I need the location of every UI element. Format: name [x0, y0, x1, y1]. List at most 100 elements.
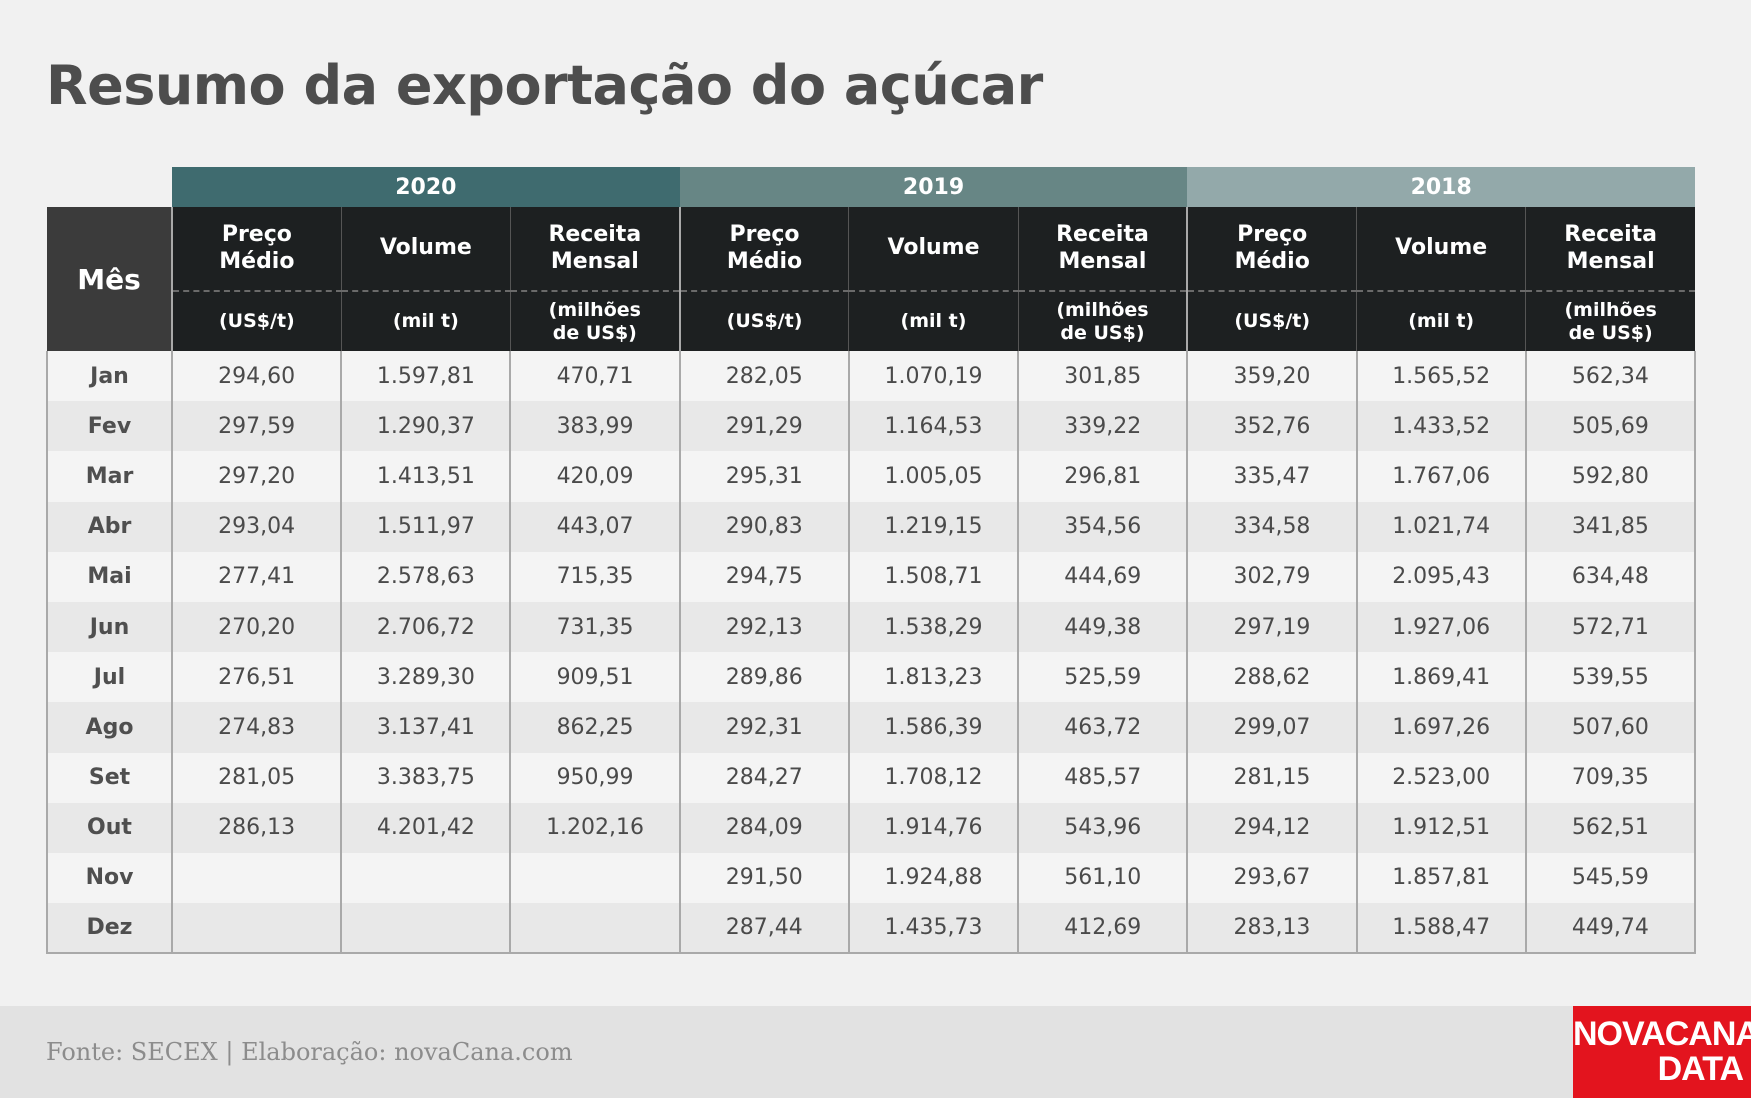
value-cell-2018-receita-mensal: 545,59	[1524, 852, 1697, 904]
value-cell-2018-preco-medio: 294,12	[1186, 802, 1357, 853]
col-unit-preco-medio-2019: (US$/t)	[678, 291, 849, 351]
value-cell-2020-receita-mensal: 443,07	[509, 501, 680, 552]
value-cell-2020-preco-medio: 270,20	[170, 601, 342, 653]
col-unit-line-1: (mil t)	[392, 310, 459, 333]
value-cell-2018-preco-medio: 302,79	[1186, 551, 1357, 602]
col-unit-line-2: de US$)	[552, 321, 637, 344]
col-unit-receita-mensal-2019: (milhões de US$)	[1017, 291, 1188, 351]
value-cell-2019-volume: 1.708,12	[847, 752, 1019, 803]
value-cell-2018-volume: 1.857,81	[1355, 852, 1526, 904]
page-title: Resumo da exportação do açúcar	[46, 54, 1043, 117]
col-header-volume-2019: Volume	[848, 207, 1019, 292]
value-cell-2019-receita-mensal: 543,96	[1017, 802, 1188, 853]
value-cell-2018-volume: 1.433,52	[1355, 401, 1526, 452]
value-cell-2018-preco-medio: 283,13	[1186, 903, 1357, 955]
value-cell-2019-preco-medio: 289,86	[678, 652, 849, 703]
value-cell-2019-receita-mensal: 339,22	[1017, 401, 1188, 452]
value-cell-2019-preco-medio: 292,13	[678, 601, 849, 653]
value-cell-2018-receita-mensal: 505,69	[1524, 401, 1697, 452]
column-unit-row: (US$/t) (mil t) (milhões de US$) (US$/t) (mil…	[47, 291, 1696, 351]
col-unit-line-1: (milhões	[548, 298, 641, 321]
table-row: Ago 274,83 3.137,41 862,25 292,31 1.586,39 463…	[46, 702, 1697, 753]
value-cell-2020-volume: 1.290,37	[340, 401, 511, 452]
month-cell: Jul	[46, 652, 172, 703]
value-cell-2020-volume: 3.289,30	[340, 652, 511, 703]
year-header-row: 2020 2019 2018	[47, 167, 1696, 207]
value-cell-2020-volume: 4.201,42	[340, 802, 511, 853]
table-row: Jul 276,51 3.289,30 909,51 289,86 1.813,23 525…	[46, 652, 1697, 703]
value-cell-2018-receita-mensal: 562,51	[1524, 802, 1697, 853]
value-cell-2019-receita-mensal: 301,85	[1017, 351, 1188, 402]
column-name-row: Mês Preço Médio Volume Receita Mensal Preço Mé…	[47, 207, 1696, 351]
value-cell-2018-volume: 2.523,00	[1355, 752, 1526, 803]
value-cell-2019-receita-mensal: 449,38	[1017, 601, 1188, 653]
value-cell-2018-volume: 1.767,06	[1355, 451, 1526, 502]
value-cell-2019-preco-medio: 295,31	[678, 451, 849, 502]
value-cell-2019-preco-medio: 287,44	[678, 903, 849, 955]
value-cell-2018-receita-mensal: 539,55	[1524, 652, 1697, 703]
table-row: Fev 297,59 1.290,37 383,99 291,29 1.164,53 339…	[46, 401, 1697, 452]
value-cell-2019-volume: 1.508,71	[847, 551, 1019, 602]
col-header-preco-medio-2019: Preço Médio	[678, 207, 849, 292]
value-cell-2018-volume: 1.697,26	[1355, 702, 1526, 753]
value-cell-2018-receita-mensal: 562,34	[1524, 351, 1697, 402]
value-cell-2019-volume: 1.538,29	[847, 601, 1019, 653]
value-cell-2018-preco-medio: 335,47	[1186, 451, 1357, 502]
col-header-receita-mensal-2019: Receita Mensal	[1017, 207, 1188, 292]
footer: Fonte: SECEX | Elaboração: novaCana.com …	[0, 1006, 1751, 1098]
table-body: Jan 294,60 1.597,81 470,71 282,05 1.070,19 301…	[46, 351, 1697, 955]
value-cell-2018-preco-medio: 293,67	[1186, 852, 1357, 904]
value-cell-2018-receita-mensal: 634,48	[1524, 551, 1697, 602]
col-unit-line-1: (milhões	[1056, 298, 1149, 321]
value-cell-2018-preco-medio: 288,62	[1186, 652, 1357, 703]
month-cell: Jan	[46, 351, 172, 402]
value-cell-2018-receita-mensal: 449,74	[1524, 903, 1697, 955]
value-cell-2020-volume: 2.578,63	[340, 551, 511, 602]
table-row: Mar 297,20 1.413,51 420,09 295,31 1.005,05 296…	[46, 451, 1697, 502]
value-cell-2020-receita-mensal: 383,99	[509, 401, 680, 452]
col-header-name-line-1: Receita	[1056, 222, 1149, 248]
col-unit-volume-2018: (mil t)	[1356, 291, 1526, 351]
month-cell: Out	[46, 802, 172, 853]
value-cell-2018-volume: 1.912,51	[1355, 802, 1526, 853]
value-cell-2019-receita-mensal: 296,81	[1017, 451, 1188, 502]
col-header-preco-medio-2018: Preço Médio	[1186, 207, 1357, 292]
value-cell-2018-receita-mensal: 341,85	[1524, 501, 1697, 552]
col-unit-preco-medio-2020: (US$/t)	[170, 291, 342, 351]
source-note: Fonte: SECEX | Elaboração: novaCana.com	[46, 1038, 573, 1066]
col-header-name-line-2: Mensal	[1058, 248, 1147, 274]
value-cell-2019-preco-medio: 282,05	[678, 351, 849, 402]
col-unit-line-1: (milhões	[1564, 298, 1657, 321]
value-cell-2018-receita-mensal: 592,80	[1524, 451, 1697, 502]
value-cell-2020-volume: 1.597,81	[340, 351, 511, 402]
year-header-blank	[47, 167, 172, 207]
value-cell-2020-receita-mensal: 950,99	[509, 752, 680, 803]
value-cell-2019-volume: 1.586,39	[847, 702, 1019, 753]
value-cell-2019-preco-medio: 292,31	[678, 702, 849, 753]
value-cell-2019-preco-medio: 291,50	[678, 852, 849, 904]
col-header-volume-2018: Volume	[1356, 207, 1526, 292]
value-cell-2020-receita-mensal	[509, 852, 680, 904]
value-cell-2018-preco-medio: 352,76	[1186, 401, 1357, 452]
value-cell-2019-volume: 1.813,23	[847, 652, 1019, 703]
logo-line-1: NOVACANA	[1573, 1015, 1751, 1053]
value-cell-2019-receita-mensal: 525,59	[1017, 652, 1188, 703]
col-unit-volume-2019: (mil t)	[848, 291, 1019, 351]
value-cell-2018-volume: 1.565,52	[1355, 351, 1526, 402]
col-unit-line-2: de US$)	[1060, 321, 1145, 344]
table-row: Dez 287,44 1.435,73 412,69 283,13 1.588,47 449…	[46, 903, 1697, 955]
value-cell-2020-preco-medio: 281,05	[170, 752, 342, 803]
month-cell: Mai	[46, 551, 172, 602]
col-header-volume-2020: Volume	[340, 207, 511, 292]
value-cell-2019-receita-mensal: 463,72	[1017, 702, 1188, 753]
year-header-2020: 2020	[172, 167, 680, 207]
value-cell-2020-receita-mensal	[509, 903, 680, 955]
value-cell-2019-volume: 1.005,05	[847, 451, 1019, 502]
value-cell-2019-volume: 1.924,88	[847, 852, 1019, 904]
value-cell-2018-preco-medio: 334,58	[1186, 501, 1357, 552]
col-unit-line-2: de US$)	[1568, 321, 1653, 344]
value-cell-2018-receita-mensal: 507,60	[1524, 702, 1697, 753]
value-cell-2019-preco-medio: 291,29	[678, 401, 849, 452]
value-cell-2019-volume: 1.070,19	[847, 351, 1019, 402]
value-cell-2018-volume: 1.869,41	[1355, 652, 1526, 703]
